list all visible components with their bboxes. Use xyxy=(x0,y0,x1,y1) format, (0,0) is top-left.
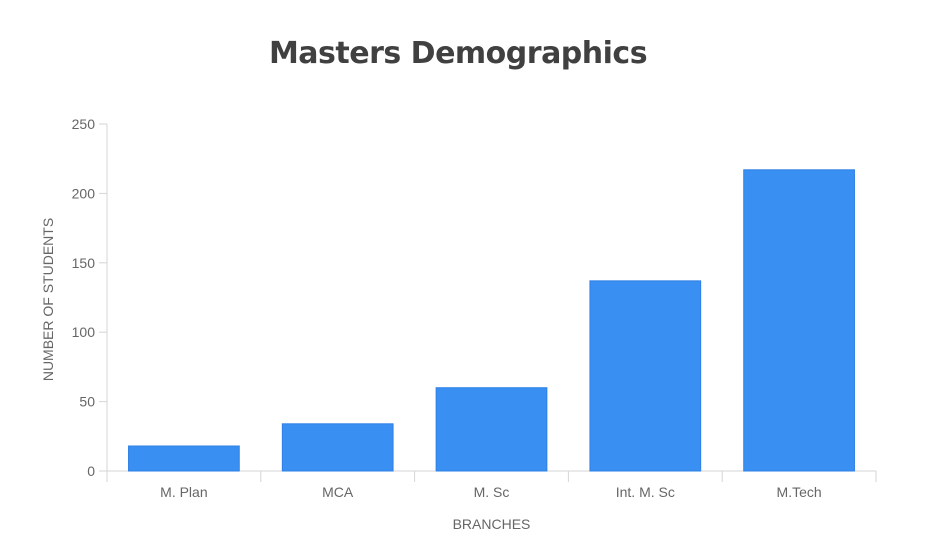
bar[interactable] xyxy=(435,387,548,472)
x-tick-label: M. Sc xyxy=(474,484,510,500)
y-tick-label: 100 xyxy=(72,324,96,340)
x-tick-label: M. Plan xyxy=(160,484,207,500)
x-tick-label: MCA xyxy=(322,484,354,500)
y-tick-label: 150 xyxy=(72,255,96,271)
bar[interactable] xyxy=(743,169,855,472)
y-tick-label: 50 xyxy=(79,394,95,410)
bars xyxy=(128,169,855,472)
x-axis: M. Plan MCA M. Sc Int. M. Sc M.Tech xyxy=(99,470,877,500)
bar[interactable] xyxy=(281,423,394,472)
x-tick-label: Int. M. Sc xyxy=(616,484,675,500)
chart-title: Masters Demographics xyxy=(268,36,648,71)
y-tick-label: 250 xyxy=(72,116,96,132)
y-axis-title: NUMBER OF STUDENTS xyxy=(40,218,56,381)
x-tick-label: M.Tech xyxy=(777,484,822,500)
bar[interactable] xyxy=(589,280,702,472)
bar[interactable] xyxy=(128,445,240,472)
y-axis: 0 50 100 150 200 250 xyxy=(72,116,108,479)
y-tick-label: 0 xyxy=(87,463,95,479)
x-axis-title: BRANCHES xyxy=(453,516,531,532)
y-tick-label: 200 xyxy=(72,185,96,201)
